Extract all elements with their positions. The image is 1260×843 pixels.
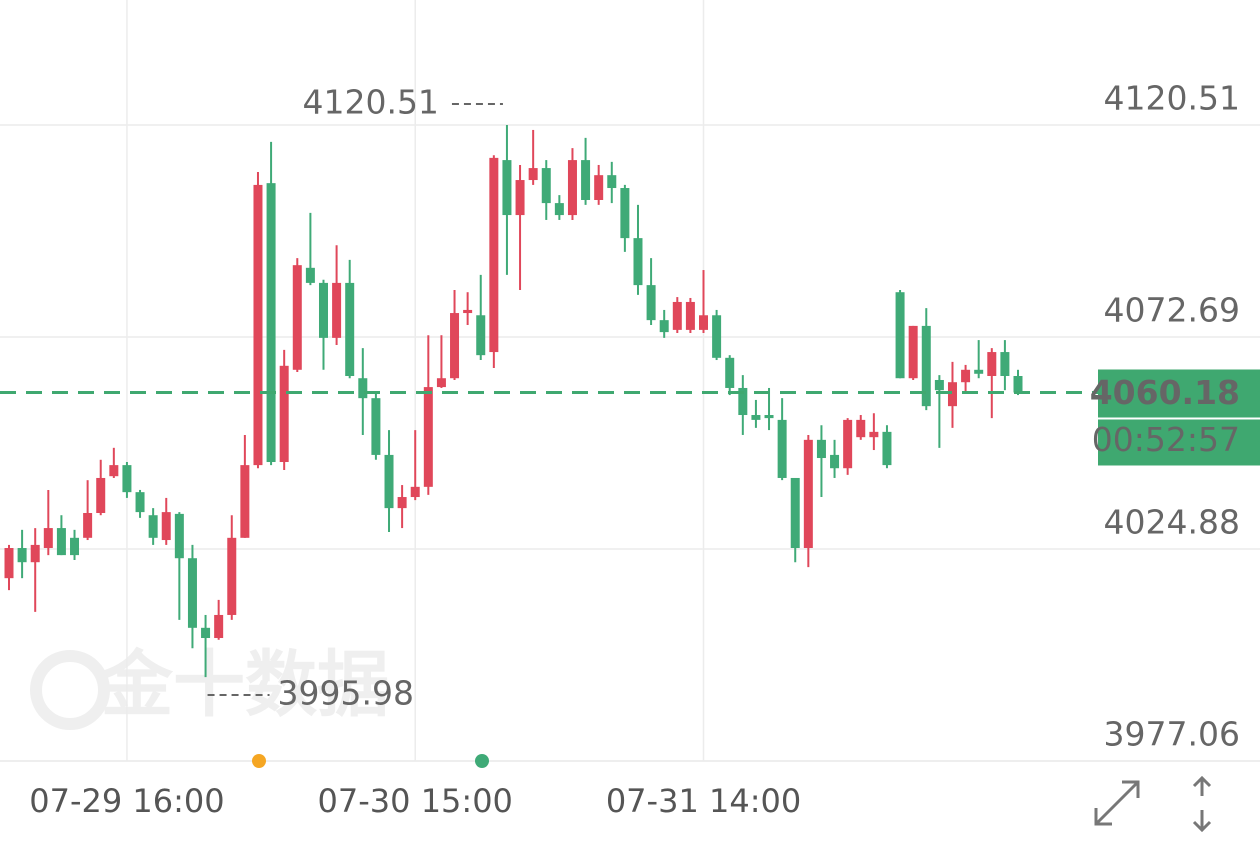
candle-body: [4, 548, 14, 579]
event-dot[interactable]: [252, 754, 266, 768]
candle-body: [712, 315, 722, 358]
candle-body: [161, 512, 171, 541]
candle-body: [83, 512, 93, 538]
candle-body: [594, 175, 604, 200]
candle-body: [554, 203, 564, 216]
candle-body: [266, 183, 276, 463]
candle-body: [515, 180, 525, 216]
candle-body: [751, 415, 761, 420]
x-tick-label: 07-29 16:00: [29, 782, 224, 820]
candle-body: [410, 486, 420, 498]
candle-body: [856, 419, 866, 438]
y-tick-label: 4024.88: [1104, 502, 1240, 541]
candle-body: [947, 382, 957, 407]
expand-icon[interactable]: [1094, 780, 1140, 826]
candle-body: [738, 387, 748, 416]
candle-body: [869, 431, 879, 438]
candle-body: [122, 465, 132, 493]
min-label: 3995.98: [278, 674, 414, 713]
current-price-label: 4060.18: [1090, 373, 1240, 412]
candle-body: [384, 454, 394, 509]
countdown: 00:52:57: [1092, 420, 1240, 459]
candle-body: [96, 477, 106, 513]
candle-body: [699, 315, 709, 330]
candle-body: [567, 160, 577, 216]
watermark: 金十数据: [100, 643, 389, 727]
y-tick-label: 4120.51: [1104, 79, 1240, 118]
candle-body: [620, 188, 630, 239]
candle-body: [436, 378, 446, 388]
candle-body: [135, 492, 145, 513]
candle-body: [725, 357, 735, 388]
candle-body: [450, 313, 460, 379]
candle-body: [528, 168, 538, 181]
y-tick-label: 4072.69: [1104, 291, 1240, 330]
candle-body: [685, 301, 695, 330]
candle-body: [318, 282, 328, 338]
y-tick-label: 3977.06: [1104, 715, 1240, 754]
candle-body: [803, 439, 813, 549]
candle-body: [30, 544, 40, 563]
x-tick-label: 07-30 15:00: [318, 782, 513, 820]
candle-body: [882, 431, 892, 466]
candle-body: [279, 365, 289, 463]
candle-body: [633, 238, 643, 286]
candle-body: [1000, 352, 1010, 377]
candle-body: [830, 454, 840, 469]
candle-body: [921, 325, 931, 407]
candle-body: [332, 282, 342, 338]
candle-body: [174, 513, 184, 559]
candle-body: [646, 285, 656, 321]
candle-body: [358, 378, 368, 399]
candle-body: [974, 369, 984, 374]
candle-body: [489, 157, 499, 353]
candle-body: [17, 548, 27, 563]
candle-body: [502, 160, 512, 216]
candle-body: [201, 627, 211, 639]
candle-body: [371, 398, 381, 455]
watermark-logo: [30, 650, 110, 730]
candle-body: [541, 168, 551, 204]
candle-body: [305, 267, 315, 283]
candle-body: [777, 419, 787, 478]
max-label: 4120.51: [302, 83, 438, 122]
candle-body: [43, 528, 53, 549]
candle-body: [227, 537, 237, 615]
candle-body: [423, 387, 433, 487]
candle-body: [476, 315, 486, 356]
candle-body: [961, 369, 971, 383]
candle-body: [253, 184, 263, 466]
candle-body: [148, 515, 158, 538]
candle-body: [895, 292, 905, 379]
candle-body: [987, 352, 997, 377]
candle-body: [908, 325, 918, 379]
candle-body: [345, 282, 355, 377]
candle-body: [463, 309, 473, 314]
candle-body: [1013, 376, 1023, 393]
candle-body: [292, 265, 302, 370]
candle-body: [214, 614, 224, 639]
candle-body: [109, 465, 119, 477]
candle-body: [790, 477, 800, 549]
candle-body: [70, 537, 80, 556]
candle-body: [607, 175, 617, 189]
x-tick-label: 07-31 14:00: [606, 782, 801, 820]
candle-body: [934, 379, 944, 391]
scale-icon[interactable]: [1192, 775, 1212, 833]
candle-body: [659, 320, 669, 333]
candle-body: [397, 497, 407, 509]
candle-body: [672, 301, 682, 330]
event-dot[interactable]: [475, 754, 489, 768]
candle-body: [56, 528, 66, 556]
candle-body: [240, 465, 250, 538]
candle-body: [843, 419, 853, 469]
candle-body: [187, 558, 197, 628]
candle-body: [581, 160, 591, 200]
candle-body: [764, 415, 774, 419]
candle-body: [816, 439, 826, 459]
